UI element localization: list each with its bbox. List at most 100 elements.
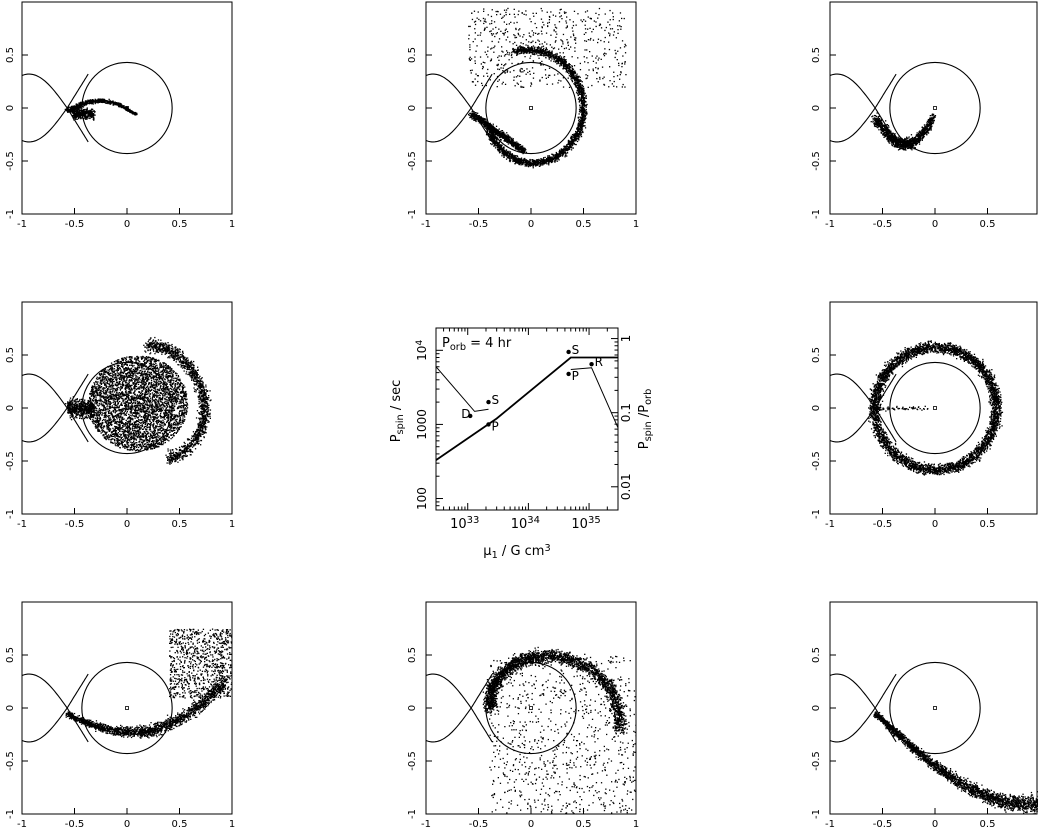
particle	[498, 128, 500, 130]
particle	[581, 89, 583, 91]
particle	[80, 104, 82, 107]
particle	[495, 26, 497, 29]
particle	[480, 121, 482, 123]
particle	[72, 113, 75, 115]
particle	[516, 53, 518, 55]
particle	[513, 79, 515, 81]
particle	[510, 142, 512, 144]
particle	[530, 83, 533, 85]
particle	[526, 159, 528, 162]
particle	[556, 58, 559, 60]
particle	[519, 70, 521, 72]
particle	[573, 34, 575, 37]
particle	[555, 154, 558, 156]
particle	[578, 98, 580, 100]
particle	[585, 32, 587, 34]
particle	[76, 118, 78, 120]
particle	[498, 68, 501, 71]
particle	[544, 159, 546, 161]
particle	[527, 49, 530, 52]
particle	[567, 67, 569, 69]
particle	[469, 112, 471, 114]
particle	[570, 140, 572, 143]
particle	[509, 154, 512, 156]
particle	[568, 86, 571, 88]
particle	[477, 34, 479, 36]
particle	[517, 158, 520, 160]
particle	[583, 103, 585, 105]
particle	[520, 67, 522, 70]
particle	[483, 29, 485, 31]
particle	[563, 145, 565, 148]
plot-area	[22, 61, 173, 155]
particle	[565, 20, 567, 22]
particle	[482, 118, 485, 120]
particle	[583, 117, 585, 119]
particle	[109, 99, 111, 102]
particle	[496, 32, 498, 34]
particle	[82, 105, 84, 107]
particle	[568, 140, 571, 143]
particle	[579, 76, 581, 78]
particle	[575, 74, 577, 76]
particle	[554, 58, 557, 60]
particle	[579, 84, 581, 86]
particle	[100, 99, 102, 102]
particle	[85, 108, 87, 110]
particle	[577, 129, 579, 132]
particle	[574, 134, 576, 136]
particle	[111, 102, 113, 104]
particle	[86, 108, 88, 110]
particle	[520, 48, 522, 50]
particle	[516, 21, 518, 24]
particle	[490, 143, 492, 145]
particle	[85, 103, 87, 105]
particle	[503, 65, 505, 67]
particle	[496, 130, 498, 132]
particle	[74, 106, 76, 108]
particle	[87, 113, 89, 115]
particle	[520, 160, 522, 162]
particle	[577, 88, 579, 90]
particle	[536, 49, 538, 51]
particle	[564, 156, 566, 158]
particle	[516, 141, 518, 143]
particle	[532, 12, 534, 14]
particle	[108, 100, 110, 103]
particle	[602, 77, 604, 80]
particle	[515, 159, 517, 161]
particle	[508, 23, 510, 25]
particle	[513, 142, 515, 144]
particle	[494, 137, 496, 139]
particle	[519, 162, 521, 165]
particle	[520, 85, 522, 88]
particle	[520, 145, 522, 148]
particle	[88, 113, 91, 115]
particle	[532, 161, 535, 164]
particle	[508, 154, 511, 156]
particle	[585, 111, 588, 113]
particle	[82, 111, 84, 113]
particle	[502, 131, 505, 133]
particle	[501, 130, 504, 132]
particle	[584, 105, 586, 107]
particle	[570, 70, 572, 73]
particle	[99, 99, 101, 101]
particle	[558, 79, 560, 82]
particle	[581, 126, 583, 128]
particle	[534, 161, 536, 163]
particle	[560, 151, 563, 153]
particle	[563, 68, 565, 70]
particle	[481, 121, 483, 123]
particle	[471, 117, 473, 119]
particle	[84, 113, 87, 115]
particle	[578, 139, 580, 141]
particle	[565, 147, 568, 149]
particle	[564, 62, 566, 64]
particle	[80, 103, 82, 105]
particle	[507, 141, 509, 143]
particle	[528, 48, 530, 50]
particle	[572, 72, 574, 74]
particle	[483, 123, 485, 125]
particle	[516, 148, 518, 150]
